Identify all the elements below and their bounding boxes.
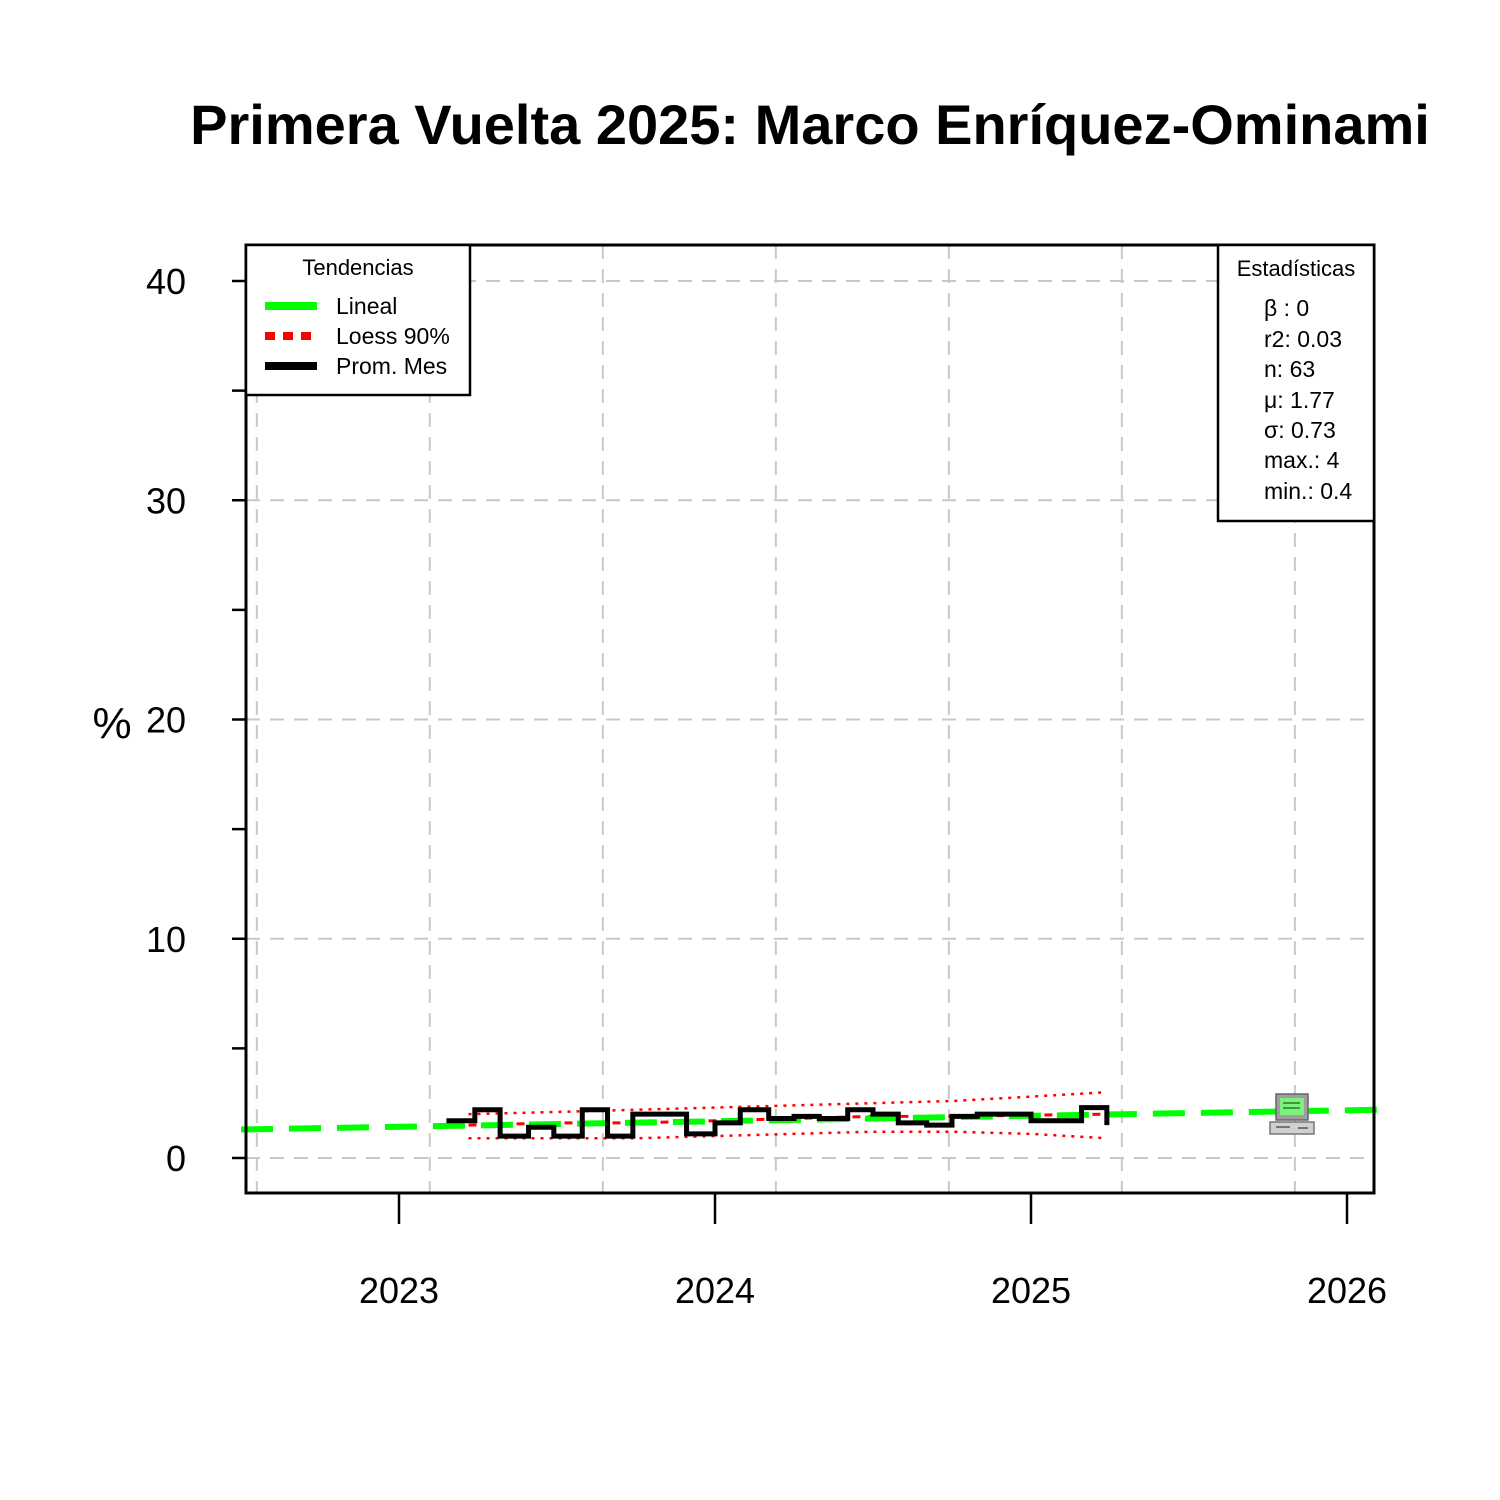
y-tick-label: 0 [166,1138,186,1179]
legend: Tendencias Lineal Loess 90% Prom. Mes [244,243,472,397]
stat-r2: r2: 0.03 [1264,326,1342,352]
series-group [240,1105,1379,1139]
stat-beta: β : 0 [1264,295,1309,321]
stat-sd: σ: 0.73 [1264,417,1336,443]
stat-min: min.: 0.4 [1264,478,1352,504]
legend-label-lineal: Lineal [336,293,397,319]
stats-frame [1216,243,1376,523]
legend-label-prom-mes: Prom. Mes [336,353,447,379]
axes: 0 10 20 30 40 2023 2024 2025 2026 [146,261,1387,1311]
stat-max: max.: 4 [1264,447,1340,473]
legend-label-loess: Loess 90% [336,323,450,349]
stats-title: Estadísticas [1237,256,1356,281]
loess-band-line [468,1130,1107,1140]
y-axis-label: % [92,699,131,748]
y-tick-label: 40 [146,261,186,302]
stat-n: n: 63 [1264,356,1315,382]
chart-title: Primera Vuelta 2025: Marco Enríquez-Omin… [190,93,1430,156]
x-tick-label: 2024 [675,1270,755,1311]
stats-box: Estadísticas β : 0 r2: 0.03 n: 63 μ: 1.7… [1216,243,1376,523]
loess-band-line [468,1090,1107,1116]
y-tick-label: 10 [146,919,186,960]
x-tick-label: 2023 [359,1270,439,1311]
x-tick-label: 2026 [1307,1270,1387,1311]
monthly-average-line [446,1105,1110,1139]
y-tick-label: 30 [146,480,186,521]
linear-trend-line [240,1106,1379,1133]
stat-mean: μ: 1.77 [1264,387,1335,413]
computer-icon [1269,1093,1315,1135]
y-tick-label: 20 [146,700,186,741]
legend-title: Tendencias [302,255,413,280]
x-tick-label: 2025 [991,1270,1071,1311]
